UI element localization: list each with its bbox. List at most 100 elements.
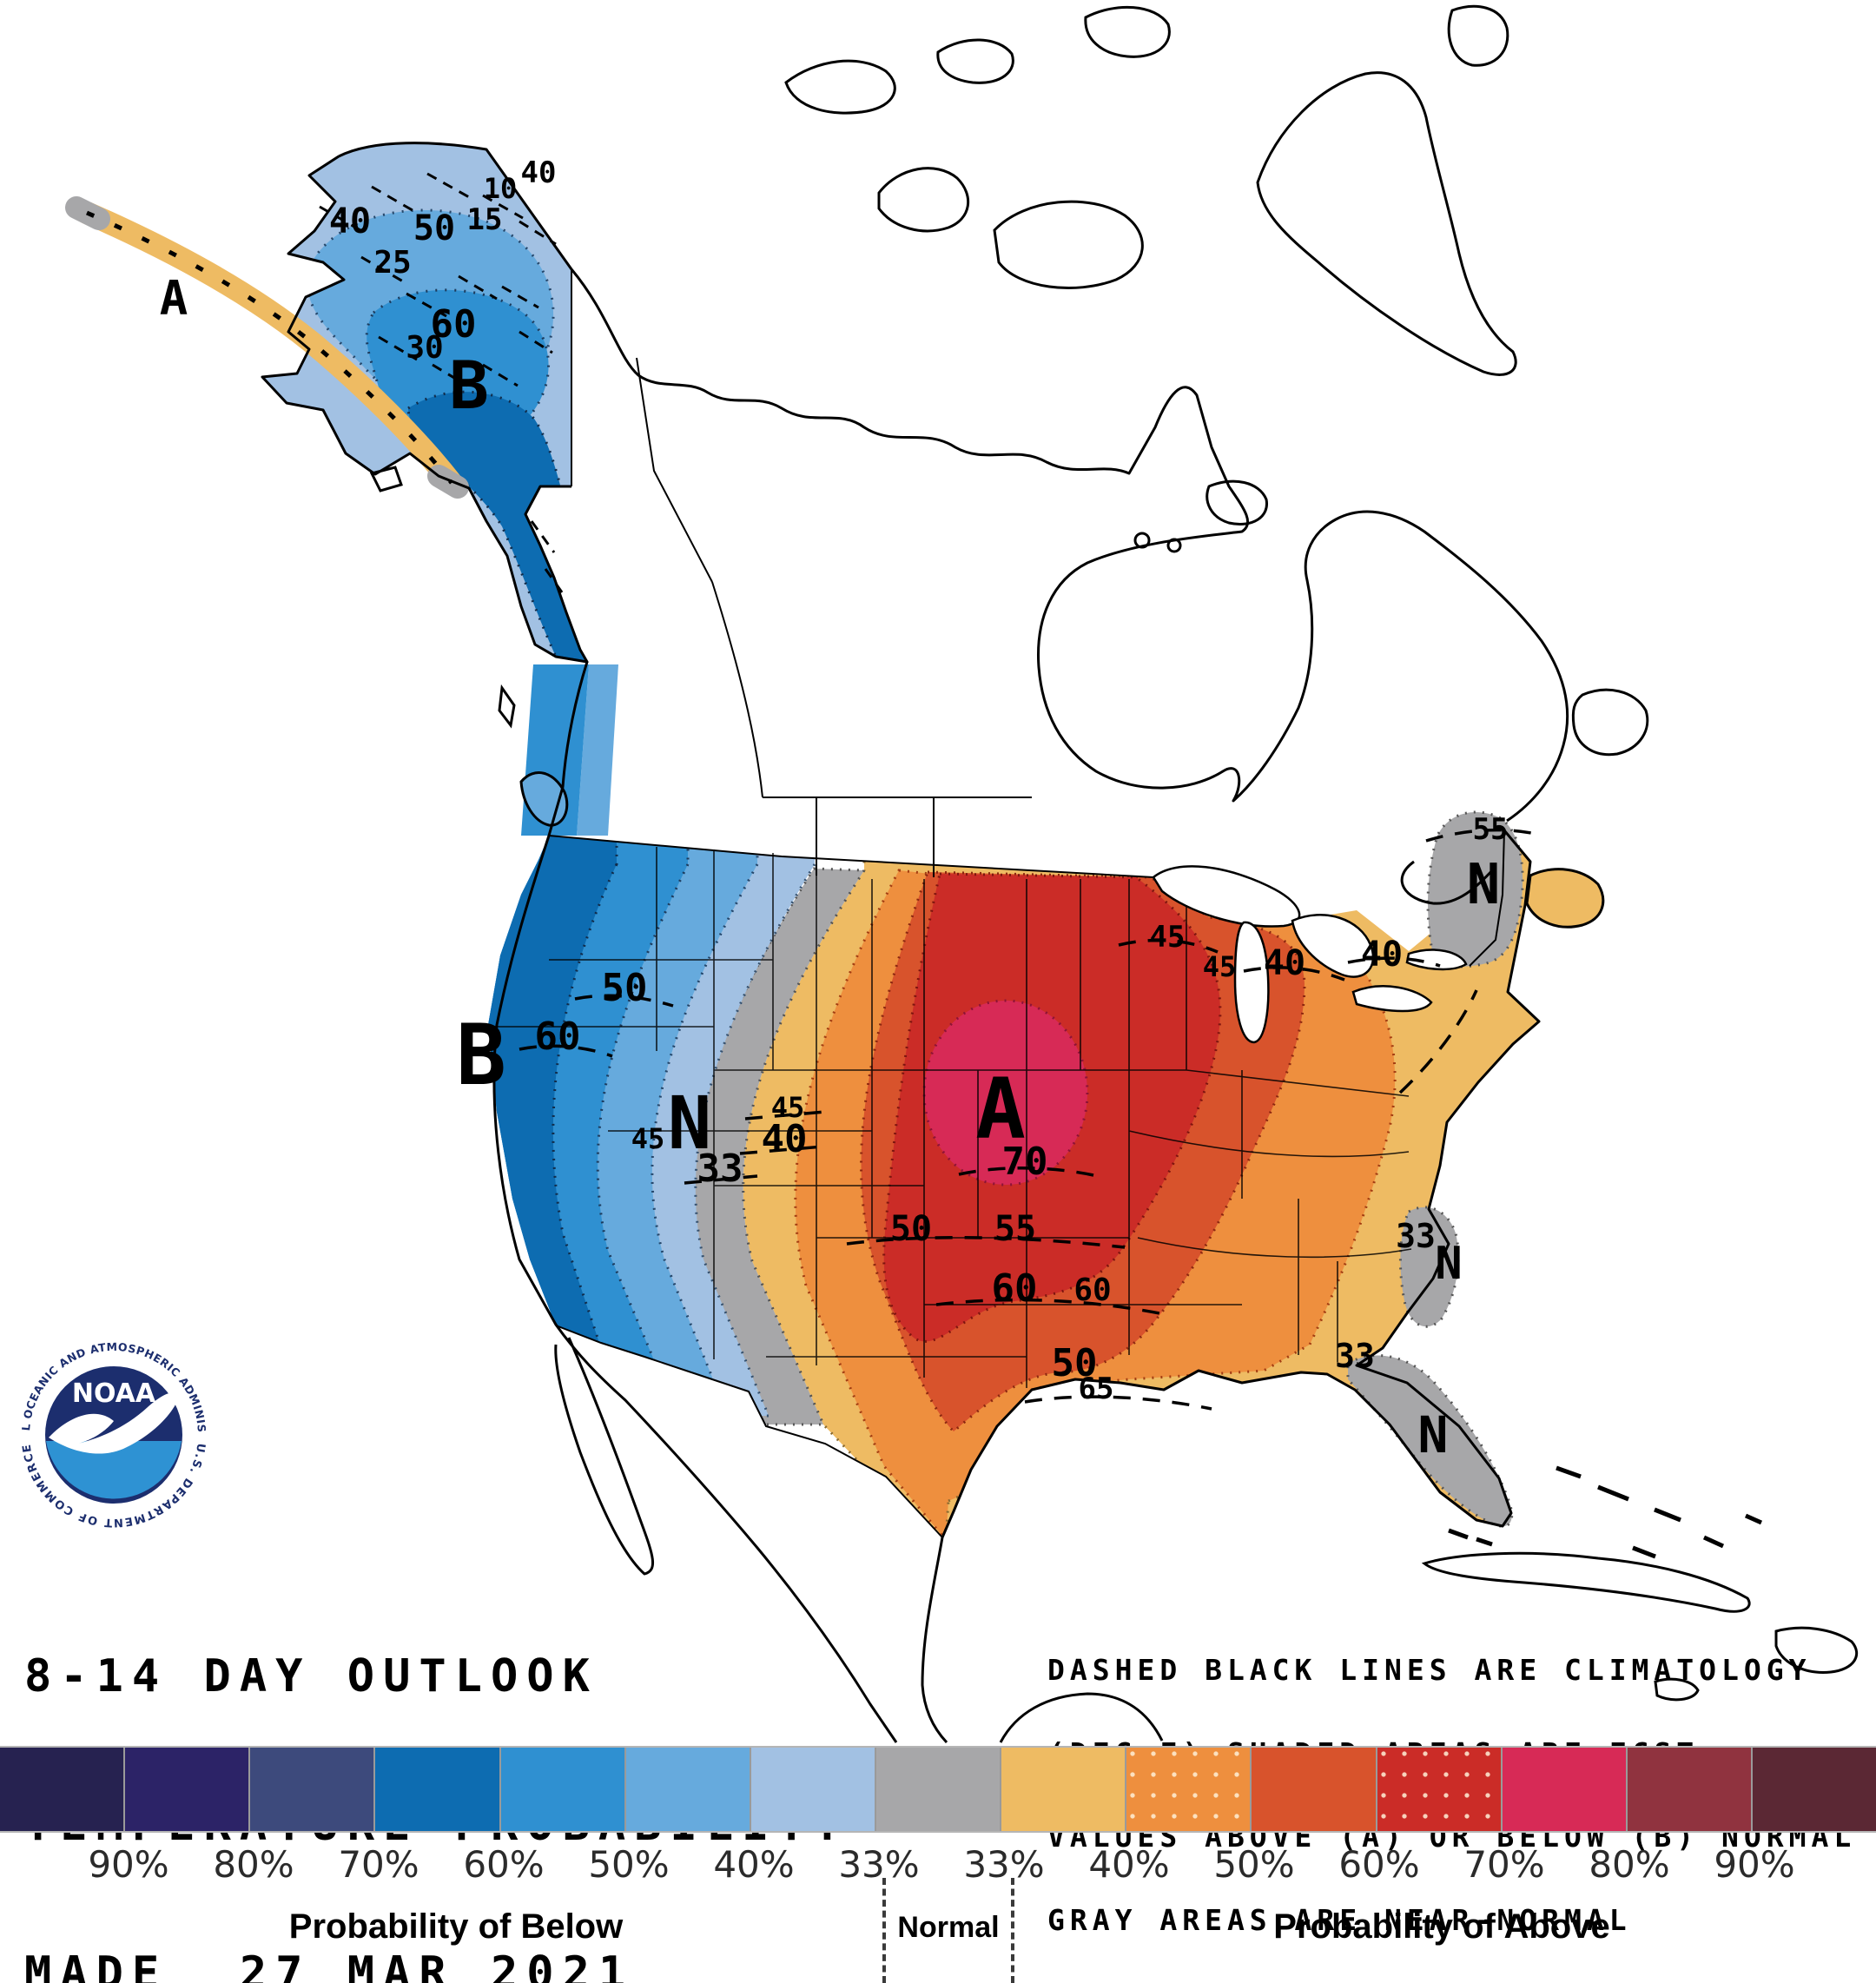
- map-label-45: 45: [1150, 920, 1186, 955]
- legend-color-bar: [0, 1746, 1876, 1833]
- legend-swatch-2: [250, 1748, 376, 1831]
- climatology-lines: [519, 828, 1536, 1411]
- map-label-A: A: [975, 1061, 1026, 1158]
- title-line-1: 8-14 DAY OUTLOOK: [24, 1650, 598, 1702]
- legend-swatch-10: [1252, 1748, 1377, 1831]
- great-lakes: [1152, 865, 1468, 1044]
- hudson-bay-islet: [1133, 532, 1151, 549]
- map-label-N: N: [1418, 1405, 1449, 1464]
- region-maine-near-normal: [1426, 810, 1524, 968]
- map-label-50: 50: [890, 1209, 932, 1249]
- map-label-10: 10: [484, 172, 518, 205]
- title-line-3: MADE 27 MAR 2021: [24, 1947, 635, 1983]
- us-mexico-border: [555, 1325, 943, 1538]
- legend-swatch-1: [125, 1748, 251, 1831]
- map-label-33: 33: [1335, 1337, 1375, 1375]
- haida-gwaii: [498, 684, 516, 729]
- region-gulfcoast-above-33-40: [1166, 1388, 1258, 1438]
- hudson-bay-islet-2: [1166, 538, 1182, 553]
- map-label-50: 50: [413, 208, 455, 248]
- coastlines: [261, 142, 1569, 1744]
- region-florida-near-normal: [1346, 1353, 1514, 1528]
- southampton-island: [1206, 479, 1268, 525]
- legend-boundary-label-90%: 90%: [88, 1843, 169, 1886]
- map-label-40: 40: [329, 202, 371, 241]
- ellesmere-island: [1084, 5, 1171, 58]
- legend-boundary-label-33%: 33%: [963, 1843, 1045, 1886]
- legend-swatch-13: [1627, 1748, 1753, 1831]
- map-label-50: 50: [602, 966, 648, 1010]
- legend-caption-normal: Normal: [897, 1911, 1000, 1944]
- map-label-33: 33: [697, 1147, 743, 1191]
- map-label-N: N: [1467, 853, 1501, 917]
- map-label-60: 60: [992, 1266, 1038, 1311]
- map-label-25: 25: [373, 245, 411, 281]
- legend-swatch-5: [625, 1748, 751, 1831]
- legend-boundary-label-90%: 90%: [1714, 1843, 1795, 1886]
- map-label-55: 55: [1473, 812, 1509, 847]
- cuba: [1421, 1551, 1751, 1613]
- political-borders: [548, 269, 1505, 1538]
- alaska-regions: [262, 142, 587, 662]
- bahamas-florida-keys: [1448, 1465, 1763, 1559]
- east-gulf-coast: [921, 830, 1541, 1744]
- baffin-island: [1256, 71, 1517, 376]
- lake-erie: [1351, 985, 1433, 1013]
- banks-island: [877, 167, 970, 233]
- victoria-island: [993, 200, 1144, 289]
- legend-boundary-label-50%: 50%: [588, 1843, 670, 1886]
- map-label-N: N: [668, 1081, 712, 1166]
- map-label-55: 55: [994, 1209, 1036, 1249]
- map-label-B: B: [456, 1007, 506, 1104]
- legend-swatch-9: [1126, 1748, 1252, 1831]
- noaa-seagull-icon: [49, 1392, 180, 1454]
- alaska-coast: [261, 142, 589, 664]
- map-label-65: 65: [1079, 1372, 1114, 1406]
- legend-swatch-8: [1001, 1748, 1127, 1831]
- legend-swatch-12: [1502, 1748, 1628, 1831]
- legend-boundary-label-50%: 50%: [1213, 1843, 1295, 1886]
- legend-boundary-label-70%: 70%: [1463, 1843, 1545, 1886]
- map-label-50: 50: [1052, 1341, 1098, 1385]
- map-label-45: 45: [631, 1122, 665, 1155]
- legend-boundary-label-33%: 33%: [838, 1843, 920, 1886]
- legend-caption-below: Probability of Below: [288, 1907, 624, 1946]
- legend-swatch-7: [875, 1748, 1002, 1831]
- canada-province-borders: [636, 357, 1032, 877]
- note-line-4: GRAY AREAS ARE NEAR-NORMAL: [1047, 1903, 1632, 1937]
- region-above-70-80: [922, 999, 1089, 1186]
- map-label-N: N: [1435, 1238, 1462, 1290]
- region-west-near-normal: [690, 867, 867, 1426]
- map-label-40: 40: [762, 1117, 808, 1161]
- baja-california: [554, 1337, 655, 1576]
- legend-swatch-0: [0, 1748, 126, 1831]
- us-canada-border: [548, 835, 1154, 878]
- region-bc-below-40-50: [577, 664, 618, 836]
- northeast-border: [1469, 830, 1505, 967]
- devon-island: [1447, 4, 1509, 67]
- map-label-45: 45: [771, 1091, 805, 1124]
- normal-separator-right: [1011, 1878, 1014, 1983]
- aleutian-islands-outline: [85, 210, 453, 485]
- jamaica: [1654, 1677, 1700, 1702]
- lake-michigan: [1233, 921, 1270, 1044]
- legend-swatch-4: [500, 1748, 626, 1831]
- kodiak-island: [369, 466, 403, 492]
- west-coast: [492, 661, 898, 1743]
- lake-superior: [1152, 865, 1301, 928]
- islands: [369, 4, 1859, 1702]
- parry-islands-west: [784, 59, 896, 115]
- map-label-60: 60: [535, 1015, 581, 1059]
- map-label-60: 60: [431, 302, 477, 347]
- legend-boundary-label-60%: 60%: [463, 1843, 545, 1886]
- map-label-30: 30: [406, 330, 443, 366]
- map-label-40: 40: [1361, 935, 1403, 975]
- map-label-45: 45: [1203, 950, 1237, 983]
- legend-boundary-label-60%: 60%: [1338, 1843, 1420, 1886]
- map-label-60: 60: [1073, 1272, 1111, 1308]
- map-label-70: 70: [1002, 1140, 1048, 1184]
- noaa-logo-text: NOAA: [72, 1378, 156, 1409]
- canada-arctic-hudson-labrador-coast: [570, 268, 1569, 823]
